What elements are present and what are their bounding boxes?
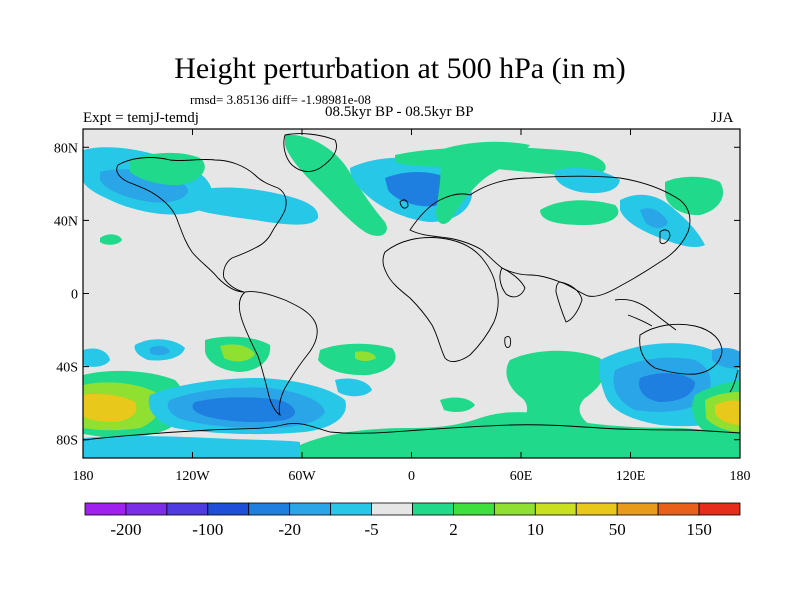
contour-south-atlantic-negative: [335, 378, 372, 397]
coastline-australia: [639, 323, 723, 375]
coastline-japan: [659, 229, 671, 245]
coastline-arabia: [499, 267, 526, 298]
colorbar-swatch: [125, 502, 168, 516]
contour-arctic-positive: [395, 147, 606, 176]
coastline-india: [555, 281, 583, 323]
chart-title: Height perturbation at 500 hPa (in m): [174, 52, 626, 85]
latitude-axis: 80N 40N 0 40S 80S: [54, 141, 740, 449]
coastlines: [83, 133, 740, 441]
coastline-greenland: [283, 133, 337, 172]
colorbar-label: 50: [609, 520, 626, 539]
colorbar: [84, 502, 741, 516]
contour-australia-core: [639, 373, 695, 402]
colorbar-label: -20: [278, 520, 301, 539]
colorbar-swatch: [289, 502, 332, 516]
contour-antarctic-positive: [300, 412, 740, 458]
coastline-antarctica: [83, 422, 740, 441]
contour-south-atlantic-positive: [318, 343, 396, 376]
colorbar-labels: -200 -100 -20 -5 2 10 50 150: [110, 520, 711, 539]
colorbar-label: -100: [192, 520, 223, 539]
season-label: JJA: [711, 110, 734, 126]
lon-tick-label: 120W: [175, 469, 210, 484]
lon-tick-label: 180: [73, 469, 94, 484]
contour-north-pacific-small: [100, 234, 122, 245]
colorbar-swatch: [575, 502, 618, 516]
contour-sw-nz-yellow: [715, 400, 740, 425]
coastline-south-america: [238, 291, 318, 416]
lat-tick-label: 40N: [54, 214, 78, 229]
colorbar-swatch: [84, 502, 127, 516]
coastline-africa: [382, 237, 499, 362]
contour-sw-pacific-blue-patch: [83, 348, 110, 367]
lat-tick-label: 80S: [56, 434, 78, 449]
contour-japan-core: [640, 208, 668, 228]
contour-se-atlantic-positive: [440, 397, 475, 413]
coastline-uk: [399, 199, 409, 209]
contour-central-asia-positive: [540, 200, 619, 225]
colorbar-swatch: [412, 502, 454, 516]
colorbar-label: 10: [527, 520, 544, 539]
contour-antarctic-west: [83, 436, 300, 458]
colorbar-swatch: [698, 502, 741, 516]
lon-tick-label: 60W: [288, 469, 316, 484]
colorbar-label: 150: [686, 520, 712, 539]
statistics-label: rmsd= 3.85136 diff= -1.98981e-08: [190, 92, 371, 107]
contour-alaska-positive: [130, 152, 205, 186]
colorbar-swatch: [657, 502, 700, 516]
contour-north-atlantic-core: [385, 172, 453, 207]
lat-tick-label: 40S: [56, 361, 78, 376]
coastline-new-zealand: [729, 369, 739, 393]
contour-siberia-negative: [554, 168, 620, 194]
lon-tick-label: 120E: [616, 469, 646, 484]
experiment-label: Expt = temjJ-temdj: [83, 110, 199, 126]
contour-kamchatka-positive: [665, 176, 724, 216]
contour-south-pacific-small-blue: [150, 345, 170, 356]
colorbar-swatch: [616, 502, 659, 516]
coastline-north-america: [116, 157, 287, 293]
lon-tick-label: 180: [730, 469, 751, 484]
lon-tick-label: 0: [408, 469, 415, 484]
colorbar-swatch: [330, 502, 372, 516]
lat-tick-label: 0: [71, 288, 78, 303]
colorbar-swatch: [248, 502, 291, 516]
longitude-axis: 180 120W 60W 0 60E 120E 180: [73, 129, 751, 484]
colorbar-swatch: [453, 502, 495, 516]
period-label: 08.5kyr BP - 08.5kyr BP: [325, 104, 474, 120]
contour-south-pacific-core: [192, 397, 296, 423]
colorbar-swatch: [166, 502, 209, 516]
colorbar-label: -5: [364, 520, 378, 539]
southern-contours: [83, 336, 740, 458]
colorbar-label: -200: [110, 520, 141, 539]
contour-greenland-positive: [285, 134, 387, 236]
colorbar-label: 2: [449, 520, 458, 539]
colorbar-swatch: [207, 502, 250, 516]
lon-tick-label: 60E: [510, 469, 533, 484]
coastline-madagascar: [504, 335, 512, 349]
contour-nz-negative: [712, 347, 740, 369]
coastline-eurasia: [409, 175, 691, 297]
coastline-southeast-asia: [614, 299, 677, 331]
colorbar-swatch: [493, 502, 536, 516]
colorbar-swatch: [534, 502, 577, 516]
lat-tick-label: 80N: [54, 141, 78, 156]
contour-fields: [83, 134, 724, 248]
contour-south-atlantic-lime: [355, 351, 376, 361]
contour-south-indian-positive: [506, 350, 605, 425]
contour-sw-pacific-yellow: [83, 393, 137, 422]
contour-chile-lime: [220, 344, 255, 362]
map-panel: [83, 129, 740, 458]
colorbar-swatch: [371, 502, 413, 516]
